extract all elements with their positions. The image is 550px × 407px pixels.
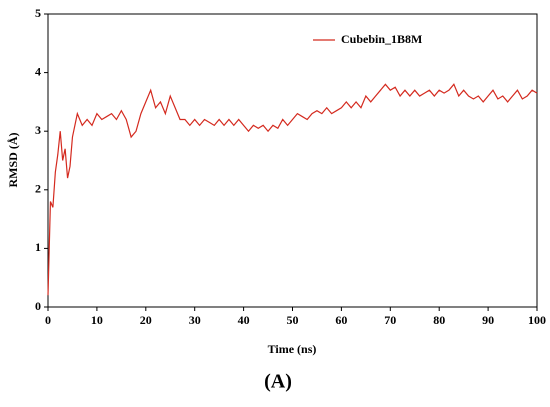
- legend-label: Cubebin_1B8M: [341, 32, 422, 46]
- y-tick-label: 4: [35, 64, 41, 78]
- y-tick-label: 1: [35, 240, 41, 254]
- y-tick-label: 3: [35, 123, 41, 137]
- y-axis-label: RMSD (Å): [6, 133, 20, 188]
- x-tick-label: 70: [384, 313, 396, 327]
- x-axis-label: Time (ns): [268, 342, 317, 356]
- y-tick-label: 0: [35, 299, 41, 313]
- caption: (A): [264, 371, 292, 393]
- x-tick-label: 40: [238, 313, 250, 327]
- x-tick-label: 30: [189, 313, 201, 327]
- plot-frame: [47, 13, 538, 308]
- series-line: [47, 83, 538, 296]
- x-tick-label: 10: [91, 313, 103, 327]
- y-tick-label: 2: [35, 182, 41, 196]
- x-tick-label: 20: [140, 313, 152, 327]
- y-tick-label: 5: [35, 6, 41, 20]
- x-tick-label: 90: [482, 313, 494, 327]
- x-tick-label: 100: [528, 313, 546, 327]
- x-tick-label: 0: [45, 313, 51, 327]
- x-tick-label: 60: [335, 313, 347, 327]
- x-tick-label: 50: [287, 313, 299, 327]
- x-tick-label: 80: [433, 313, 445, 327]
